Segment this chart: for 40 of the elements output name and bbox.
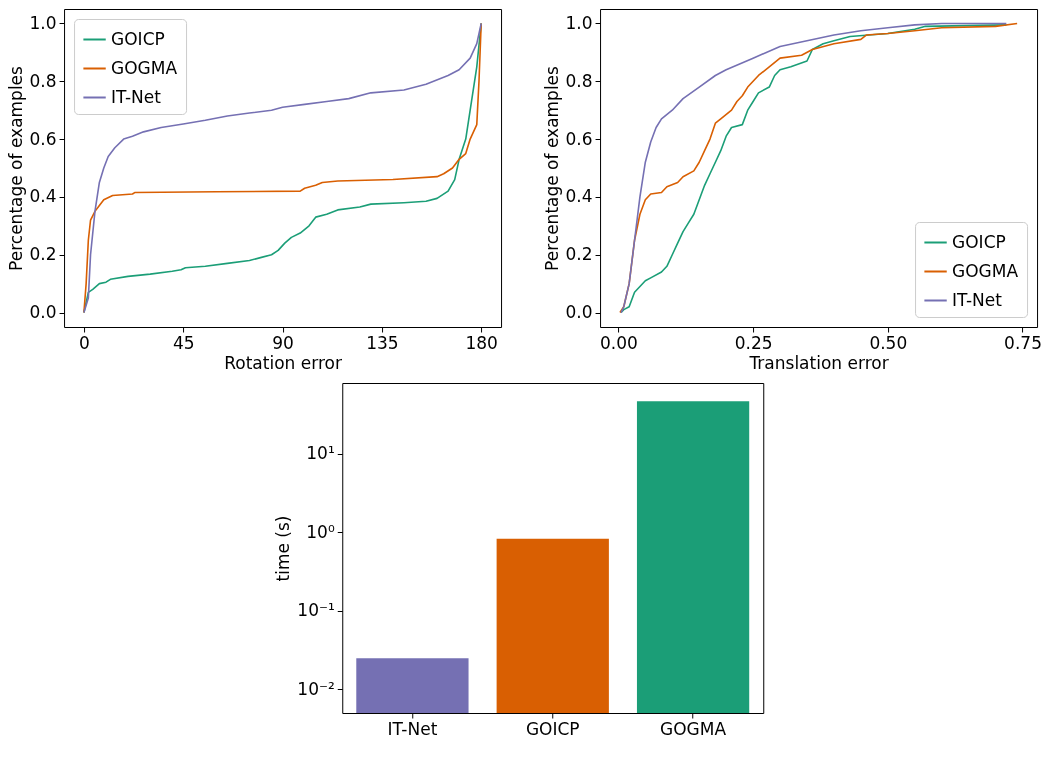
y-tick-label: 10⁻² <box>297 678 335 699</box>
y-tick-label: 0.8 <box>565 70 593 91</box>
x-tick-label: GOGMA <box>660 718 727 739</box>
legend-label: IT-Net <box>952 289 1003 310</box>
y-tick-label: 1.0 <box>565 12 593 33</box>
y-tick-label: 0.4 <box>29 186 57 207</box>
x-tick-label: 135 <box>366 332 399 353</box>
y-axis-title: Percentage of examples <box>5 65 26 271</box>
x-tick-label: 0.25 <box>734 332 773 353</box>
y-axis-title: time (s) <box>273 515 294 582</box>
legend-label: IT-Net <box>111 86 162 107</box>
x-tick-label: 0.00 <box>599 332 638 353</box>
x-axis-title: Rotation error <box>224 352 342 373</box>
y-tick-label: 10⁰ <box>306 521 335 542</box>
legend-label: GOGMA <box>111 57 178 78</box>
y-tick-label: 10⁻¹ <box>297 600 335 621</box>
x-tick-label: 0 <box>79 332 90 353</box>
legend-label: GOGMA <box>952 260 1019 281</box>
y-tick-label: 0.0 <box>565 302 593 323</box>
x-tick-label: 90 <box>272 332 294 353</box>
y-tick-label: 0.4 <box>565 186 593 207</box>
x-tick-label: 0.75 <box>1004 332 1042 353</box>
x-tick-label: 180 <box>465 332 498 353</box>
line-series <box>83 22 482 314</box>
y-tick-label: 0.6 <box>565 128 593 149</box>
y-tick-label: 0.0 <box>29 302 57 323</box>
x-tick-label: 0.50 <box>869 332 908 353</box>
y-tick-label: 0.6 <box>29 128 57 149</box>
y-tick-label: 0.2 <box>565 244 593 265</box>
y-tick-label: 0.8 <box>29 70 57 91</box>
legend-label: GOICP <box>952 231 1006 252</box>
x-tick-label: 45 <box>172 332 195 353</box>
y-tick-label: 0.2 <box>29 244 57 265</box>
y-tick-label: 1.0 <box>29 12 57 33</box>
legend-label: GOICP <box>111 28 165 49</box>
y-tick-label: 10¹ <box>306 443 335 464</box>
x-axis-title: Translation error <box>748 352 889 373</box>
x-tick-label: GOICP <box>525 718 580 739</box>
y-axis-title: Percentage of examples <box>541 65 562 271</box>
x-tick-label: IT-Net <box>387 718 438 739</box>
